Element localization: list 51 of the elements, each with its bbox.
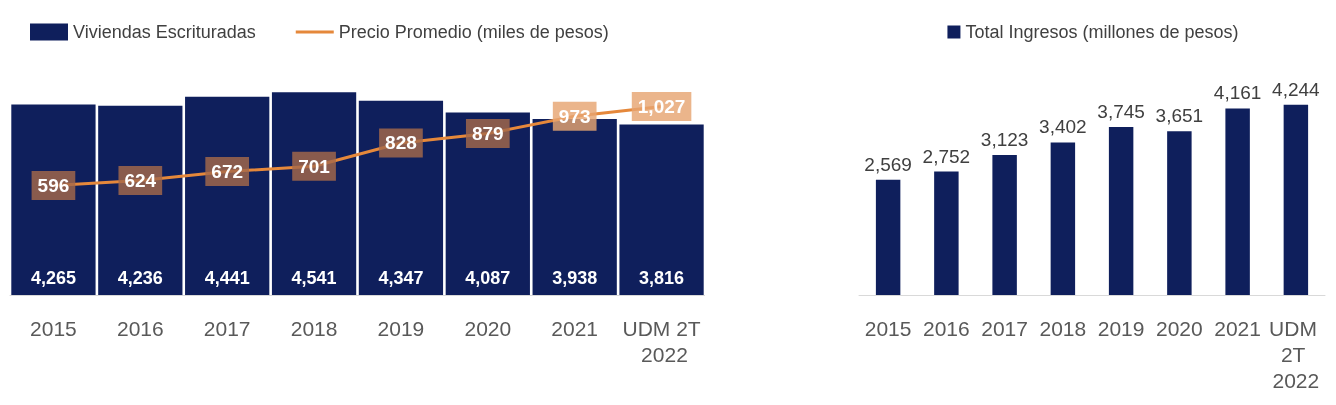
data-label: 4,087 (465, 268, 511, 288)
bar (1225, 108, 1250, 295)
x-tick-label: 2020 (464, 316, 512, 340)
bar (992, 154, 1017, 295)
data-label: 2,569 (864, 153, 912, 175)
data-label: 4,236 (117, 268, 163, 288)
x-tick-label: 2017 (981, 316, 1028, 340)
data-label: 3,123 (980, 128, 1029, 150)
bar (1108, 127, 1134, 295)
x-tick-label: 2017 (203, 316, 251, 340)
data-label: 4,244 (1272, 78, 1321, 100)
bar (358, 100, 444, 295)
x-tick-label: 2016 (923, 316, 970, 340)
legend-label: Viviendas Escrituradas (73, 22, 256, 42)
legend-label: Total Ingresos (millones de pesos) (965, 22, 1239, 42)
bar (185, 96, 270, 295)
bar (934, 171, 959, 295)
x-tick-label: 2021 (1214, 316, 1261, 340)
bar (875, 179, 901, 295)
x-tick-label: 2015 (30, 316, 77, 340)
data-label: 1,027 (637, 95, 686, 117)
data-label: 4,541 (291, 268, 337, 288)
x-tick-label: 2019 (377, 316, 425, 340)
x-tick-label: 2019 (1097, 316, 1145, 340)
bar (98, 105, 183, 295)
data-label: 4,161 (1213, 82, 1262, 104)
bar (271, 92, 357, 295)
bar (1167, 131, 1192, 295)
data-label: 2,752 (922, 145, 971, 167)
x-tick-label: 2015 (864, 316, 912, 340)
x-tick-label: 2016 (116, 316, 164, 340)
x-tick-label: 2018 (1039, 316, 1087, 340)
data-label: 4,347 (378, 268, 424, 288)
data-label: 3,816 (639, 268, 685, 288)
bar (1050, 142, 1076, 295)
x-tick-label: UDM 2T 2022 (622, 316, 701, 366)
data-label: 3,651 (1155, 105, 1204, 127)
bar (1283, 104, 1309, 295)
x-tick-label: 2021 (551, 316, 599, 340)
x-tick-label: UDM 2T 2022 (1269, 316, 1323, 392)
data-label: 4,441 (204, 268, 250, 288)
data-label: 3,938 (552, 268, 598, 288)
bar (11, 104, 96, 295)
x-tick-label: 2020 (1156, 316, 1203, 340)
data-label: 3,745 (1097, 101, 1145, 123)
data-label: 3,402 (1039, 116, 1087, 138)
data-label: 4,265 (30, 268, 76, 288)
bar (619, 124, 704, 295)
legend-label: Precio Promedio (miles de pesos) (338, 22, 609, 42)
x-tick-label: 2018 (290, 316, 338, 340)
bar (445, 112, 530, 295)
